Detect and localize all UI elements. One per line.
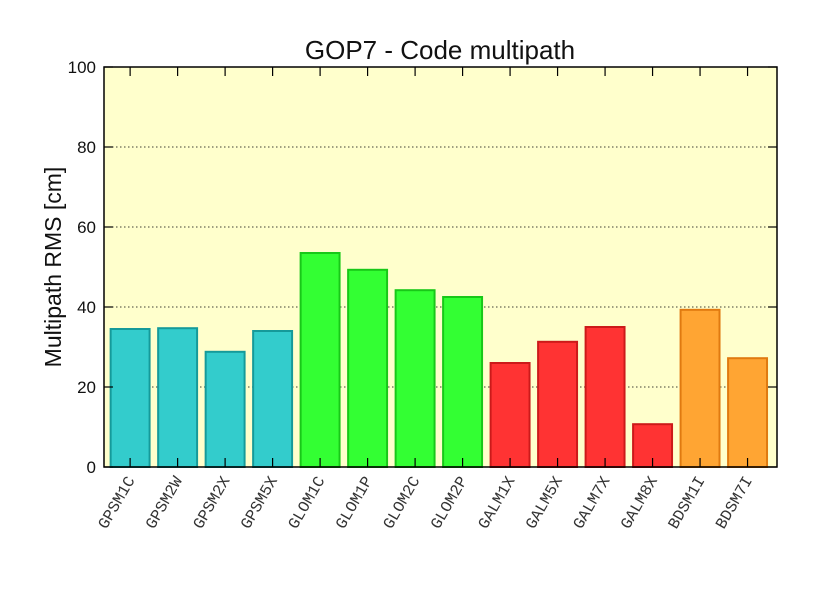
chart-title: GOP7 - Code multipath: [305, 35, 575, 65]
bar-glom1c: [299, 252, 341, 468]
y-tick-label: 40: [77, 298, 96, 317]
bar-glom2p: [442, 296, 484, 468]
x-tick-label: GPSM2W: [143, 473, 188, 532]
bar-glom2c: [394, 289, 436, 469]
x-tick-label: GALM1X: [475, 473, 520, 532]
x-tick-label: GLOM1P: [333, 474, 377, 533]
x-tick-label: GLOM2P: [428, 474, 472, 533]
bar-glom1p: [347, 268, 389, 468]
bar-gpsm1c: [109, 328, 151, 468]
bar-bdsm7i: [727, 357, 769, 469]
x-tick-label: BDSM7I: [712, 474, 756, 533]
bar-galm5x: [537, 340, 579, 468]
x-tick-label: GPSM1C: [95, 474, 139, 533]
bar-gpsm5x: [252, 330, 294, 468]
y-tick-label: 100: [68, 58, 96, 77]
bar-gpsm2w: [157, 327, 199, 469]
y-tick-label: 60: [77, 218, 96, 237]
y-tick-label: 0: [87, 458, 96, 477]
x-tick-label: GLOM1C: [285, 474, 329, 533]
bar-gpsm2x: [204, 350, 246, 468]
x-tick-label: GALM8X: [618, 473, 663, 532]
bar-galm7x: [584, 326, 626, 468]
x-tick-label: BDSM1I: [665, 474, 709, 533]
y-tick-label: 80: [77, 138, 96, 157]
bars: [109, 252, 769, 469]
bar-galm1x: [489, 362, 531, 468]
y-tick-label: 20: [77, 378, 96, 397]
y-axis-ticks: 0 20 40 60 80 100: [68, 58, 777, 477]
bar-bdsm1i: [679, 308, 721, 468]
plot-frame: [103, 66, 778, 468]
x-tick-label: GALM5X: [523, 473, 568, 532]
x-tick-label: GLOM2C: [380, 474, 424, 533]
y-axis-label: Multipath RMS [cm]: [40, 167, 66, 368]
x-tick-label: GALM7X: [570, 473, 615, 532]
x-tick-label: GPSM2X: [190, 473, 235, 532]
x-tick-label: GPSM5X: [238, 473, 283, 532]
